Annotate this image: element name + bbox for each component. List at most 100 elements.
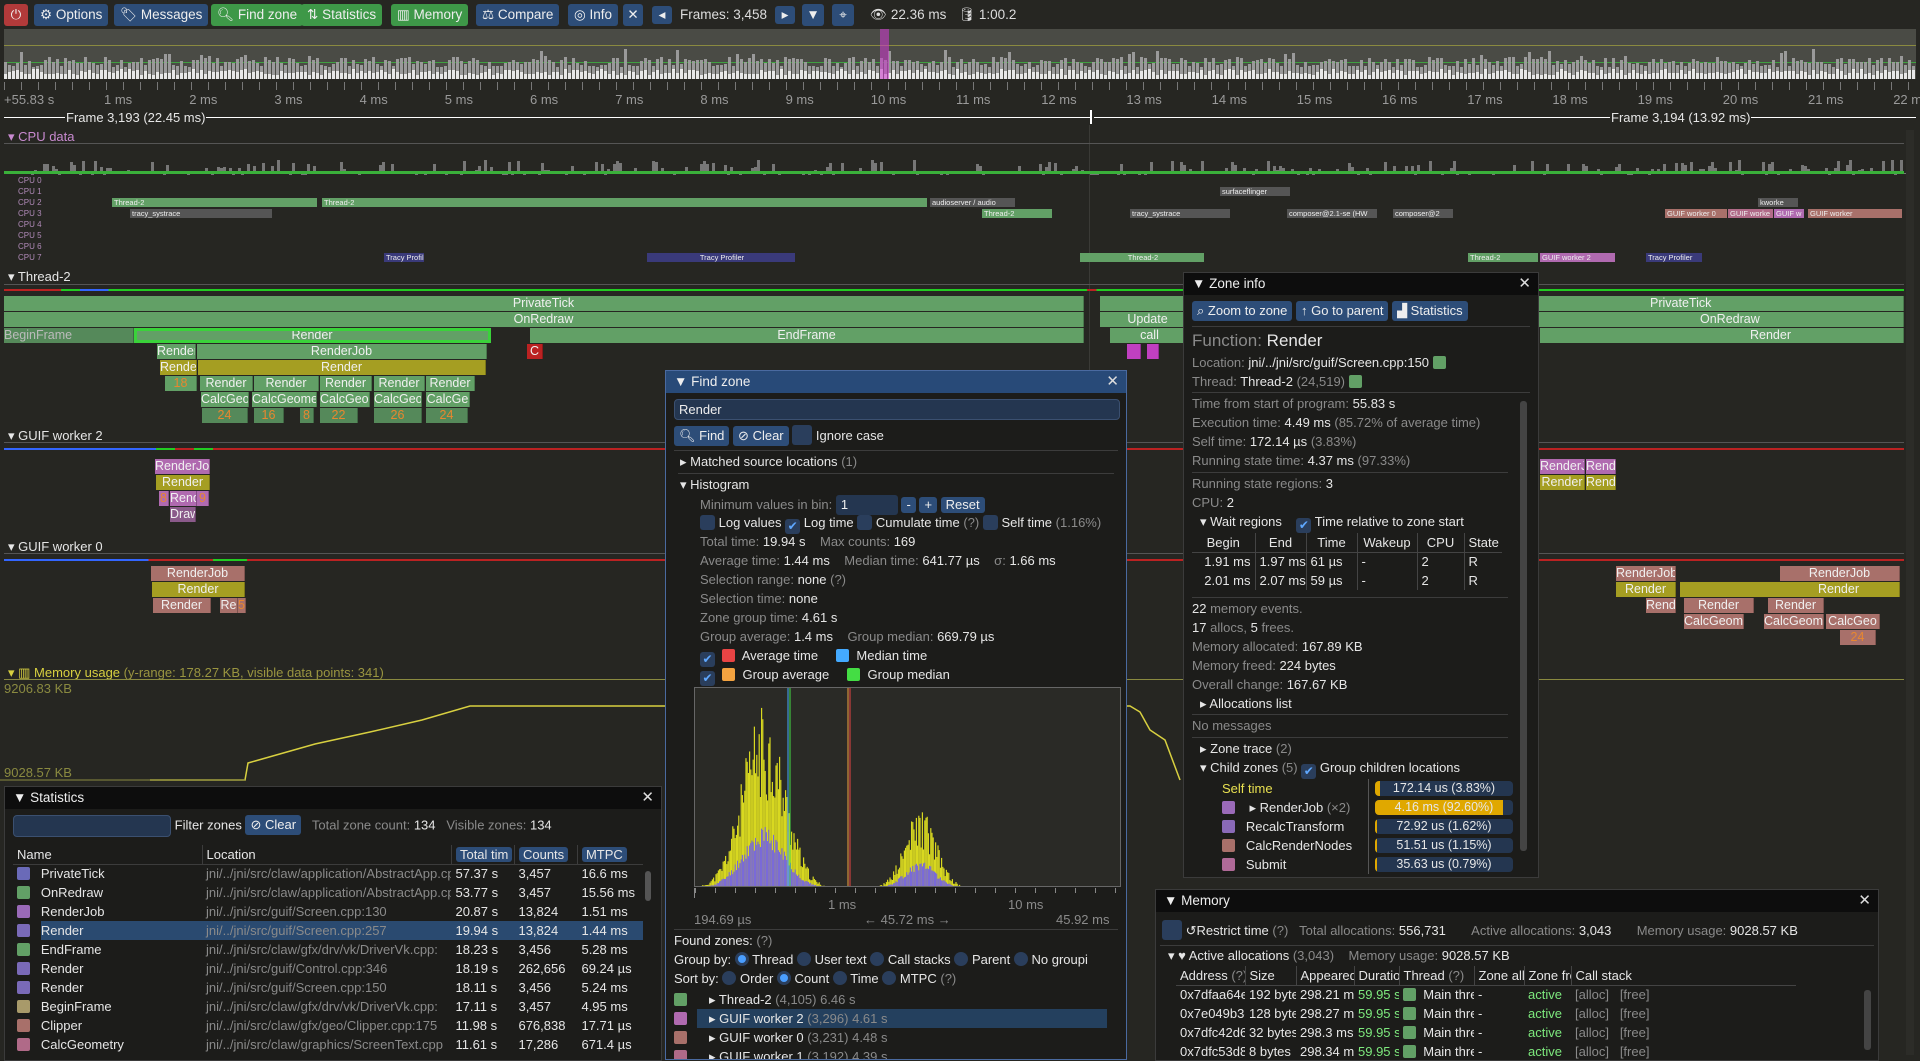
zone[interactable]: Rend [170,491,197,506]
zone[interactable]: Render [156,475,210,490]
filter-zones-input[interactable] [13,815,171,837]
zone[interactable]: Render [1540,475,1585,490]
zone-count[interactable]: 5 [238,598,246,613]
frame-overview[interactable] [4,29,1916,79]
col-name[interactable]: Name [13,845,202,864]
zone[interactable]: RenderJob [155,459,210,474]
log-time-checkbox[interactable]: ✔ [785,519,800,534]
zone[interactable]: CalcGeor [320,392,370,407]
find-zone-button[interactable]: 🔍︎ Find zone [211,4,303,26]
zone[interactable]: CalcGeo [201,392,249,407]
cpu-thread-block[interactable]: Thread-2 [1468,253,1538,262]
zone[interactable]: PrivateTick [1540,296,1904,311]
zoom-to-zone-button[interactable]: ⌕ Zoom to zone [1192,301,1292,321]
appeared-at[interactable]: 298.27 ms [1296,1004,1354,1023]
memory-title-bar[interactable]: ▼ Memory✕ [1156,890,1878,912]
statistics-button[interactable]: ▟ Statistics [1392,301,1468,321]
zone[interactable]: CalcGeome [1684,614,1744,629]
sort-time-radio[interactable] [833,971,847,985]
zone[interactable]: OnRedraw [1540,312,1904,327]
zone[interactable]: PrivateTick [4,296,1084,311]
appeared-at[interactable]: 298.3 ms [1296,1023,1354,1042]
col-mtpc[interactable]: MTPC [577,845,643,864]
address[interactable]: 0x7dfc53d898 [1176,1042,1245,1061]
alloc-col[interactable]: Size [1245,966,1296,985]
restrict-time-checkbox[interactable] [1162,920,1182,940]
log-values-checkbox[interactable] [700,515,715,530]
crosshair-icon[interactable]: ⌖ [832,4,854,26]
cpu-thread-block[interactable]: tracy_systrace [130,209,272,218]
alloc-col[interactable]: Thread (?) [1399,966,1474,985]
child-zone-row[interactable]: CalcRenderNodes 51.51 us (1.15%) [1222,836,1512,855]
close-icon[interactable]: ✕ [1518,273,1531,295]
zone-count[interactable]: 24 [426,408,468,423]
appeared-at[interactable]: 298.21 ms [1296,985,1354,1004]
cpu-thread-block[interactable]: Tracy Profiler [384,253,424,262]
zone[interactable]: Render [374,376,425,391]
zone[interactable]: RenderJob [1780,566,1900,581]
cumulate-time-checkbox[interactable] [857,515,872,530]
increment-button[interactable]: + [919,497,937,513]
zone-name-input[interactable] [674,399,1120,420]
decrement-button[interactable]: - [901,497,915,513]
cpu-thread-block[interactable]: GUIF worke [1728,209,1773,218]
scrollbar[interactable] [645,871,651,901]
statistics-button[interactable]: ⇅ Statistics [301,4,382,26]
zone[interactable]: CalcGe [426,392,470,407]
self-time-checkbox[interactable] [983,515,998,530]
zone[interactable]: RenderJob [1540,459,1585,474]
found-zone-group[interactable]: ▸ GUIF worker 0 (3,231) 4.48 s [674,1028,1118,1047]
child-zone-row[interactable]: RecalcTransform 72.92 us (1.62%) [1222,817,1512,836]
zone[interactable]: Render [198,360,486,375]
call-stack[interactable]: [alloc] [free] [1571,1004,1796,1023]
timeline-scrollbar[interactable] [1906,130,1914,1055]
cpu-thread-block[interactable]: GUIF worker 0 [1665,209,1727,218]
info-button[interactable]: ◎ Info [568,4,618,26]
collapse-icon[interactable]: ▾ [1200,760,1210,775]
sort-count-radio[interactable] [777,971,791,985]
wait-col[interactable]: Begin [1192,533,1255,552]
messages-button[interactable]: 🏷 Messages [114,4,208,26]
zone[interactable]: RenderJob [151,566,245,581]
zone-count[interactable]: 24 [1840,630,1876,645]
zone-count[interactable]: 22 [320,408,358,423]
group-parent-radio[interactable] [954,952,968,966]
zone[interactable]: Render [1616,582,1676,597]
group-callstacks-radio[interactable] [870,952,884,966]
zone[interactable]: Render [157,344,196,359]
frame-set-dropdown[interactable]: ▼ [802,4,824,26]
wait-col[interactable]: End [1255,533,1306,552]
next-frame-button[interactable]: ▸ [775,6,795,24]
zone[interactable]: EndFrame [530,328,1084,343]
zone[interactable]: Render [1768,598,1824,613]
collapse-icon[interactable]: ▾ [1200,514,1210,529]
wait-col[interactable]: Time [1306,533,1357,552]
cpu-thread-block[interactable]: Tracy Profiler [647,253,795,262]
close-icon[interactable]: ✕ [1106,371,1119,393]
zone[interactable]: call [1110,328,1190,343]
frame-label-right[interactable]: Frame 3,194 (13.92 ms) [1610,110,1751,125]
zone[interactable]: Render [1684,598,1754,613]
cpu-thread-block[interactable]: Thread-2 [982,209,1052,218]
sort-mtpc[interactable]: MTPC [582,847,627,862]
alloc-col[interactable]: Address (?) [1176,966,1245,985]
cpu-thread-block[interactable]: Tracy Profiler [1646,253,1702,262]
group-children-checkbox[interactable]: ✔ [1301,764,1316,779]
cpu-thread-block[interactable]: tracy_systrace [1130,209,1230,218]
cpu-thread-block[interactable]: Thread-2 [322,198,927,207]
cpu-thread-block[interactable]: composer@2.1-se (HW [1287,209,1377,218]
zone[interactable]: CalcGeo [374,392,422,407]
zone[interactable] [1127,344,1141,359]
sort-total-time[interactable]: Total tim [456,847,512,862]
